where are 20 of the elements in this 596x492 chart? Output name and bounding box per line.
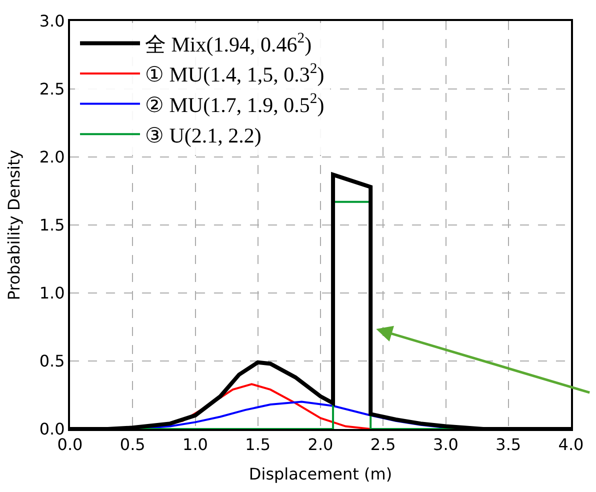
legend-label: ② MU(1.7, 1.9, 0.5$^{2}$) — [145, 91, 324, 117]
x-tick-label: 1.0 — [182, 435, 208, 454]
y-tick-label: 2.0 — [39, 148, 65, 167]
x-tick-label: 1.5 — [245, 435, 271, 454]
legend-label: ③ U(2.1, 2.2) — [145, 123, 262, 148]
x-tick-label: 3.0 — [433, 435, 458, 454]
y-tick-label: 3.0 — [39, 12, 65, 31]
x-tick-label: 3.5 — [496, 435, 522, 454]
legend-label: 全 Mix(1.94, 0.46$^{2}$) — [145, 30, 312, 56]
legend-label: ① MU(1.4, 1,5, 0.3$^{2}$) — [145, 60, 324, 87]
y-tick-label: 1.5 — [39, 216, 65, 235]
y-tick-label: 0.5 — [39, 352, 65, 371]
x-tick-label: 4.0 — [558, 435, 584, 454]
y-tick-label: 2.5 — [39, 80, 65, 99]
x-tick-label: 2.5 — [370, 435, 396, 454]
y-axis-title: Probability Density — [4, 150, 24, 300]
y-tick-label: 1.0 — [39, 284, 65, 303]
x-tick-label: 2.0 — [308, 435, 334, 454]
x-axis-title: Displacement (m) — [248, 464, 392, 484]
x-tick-label: 0.5 — [120, 435, 146, 454]
